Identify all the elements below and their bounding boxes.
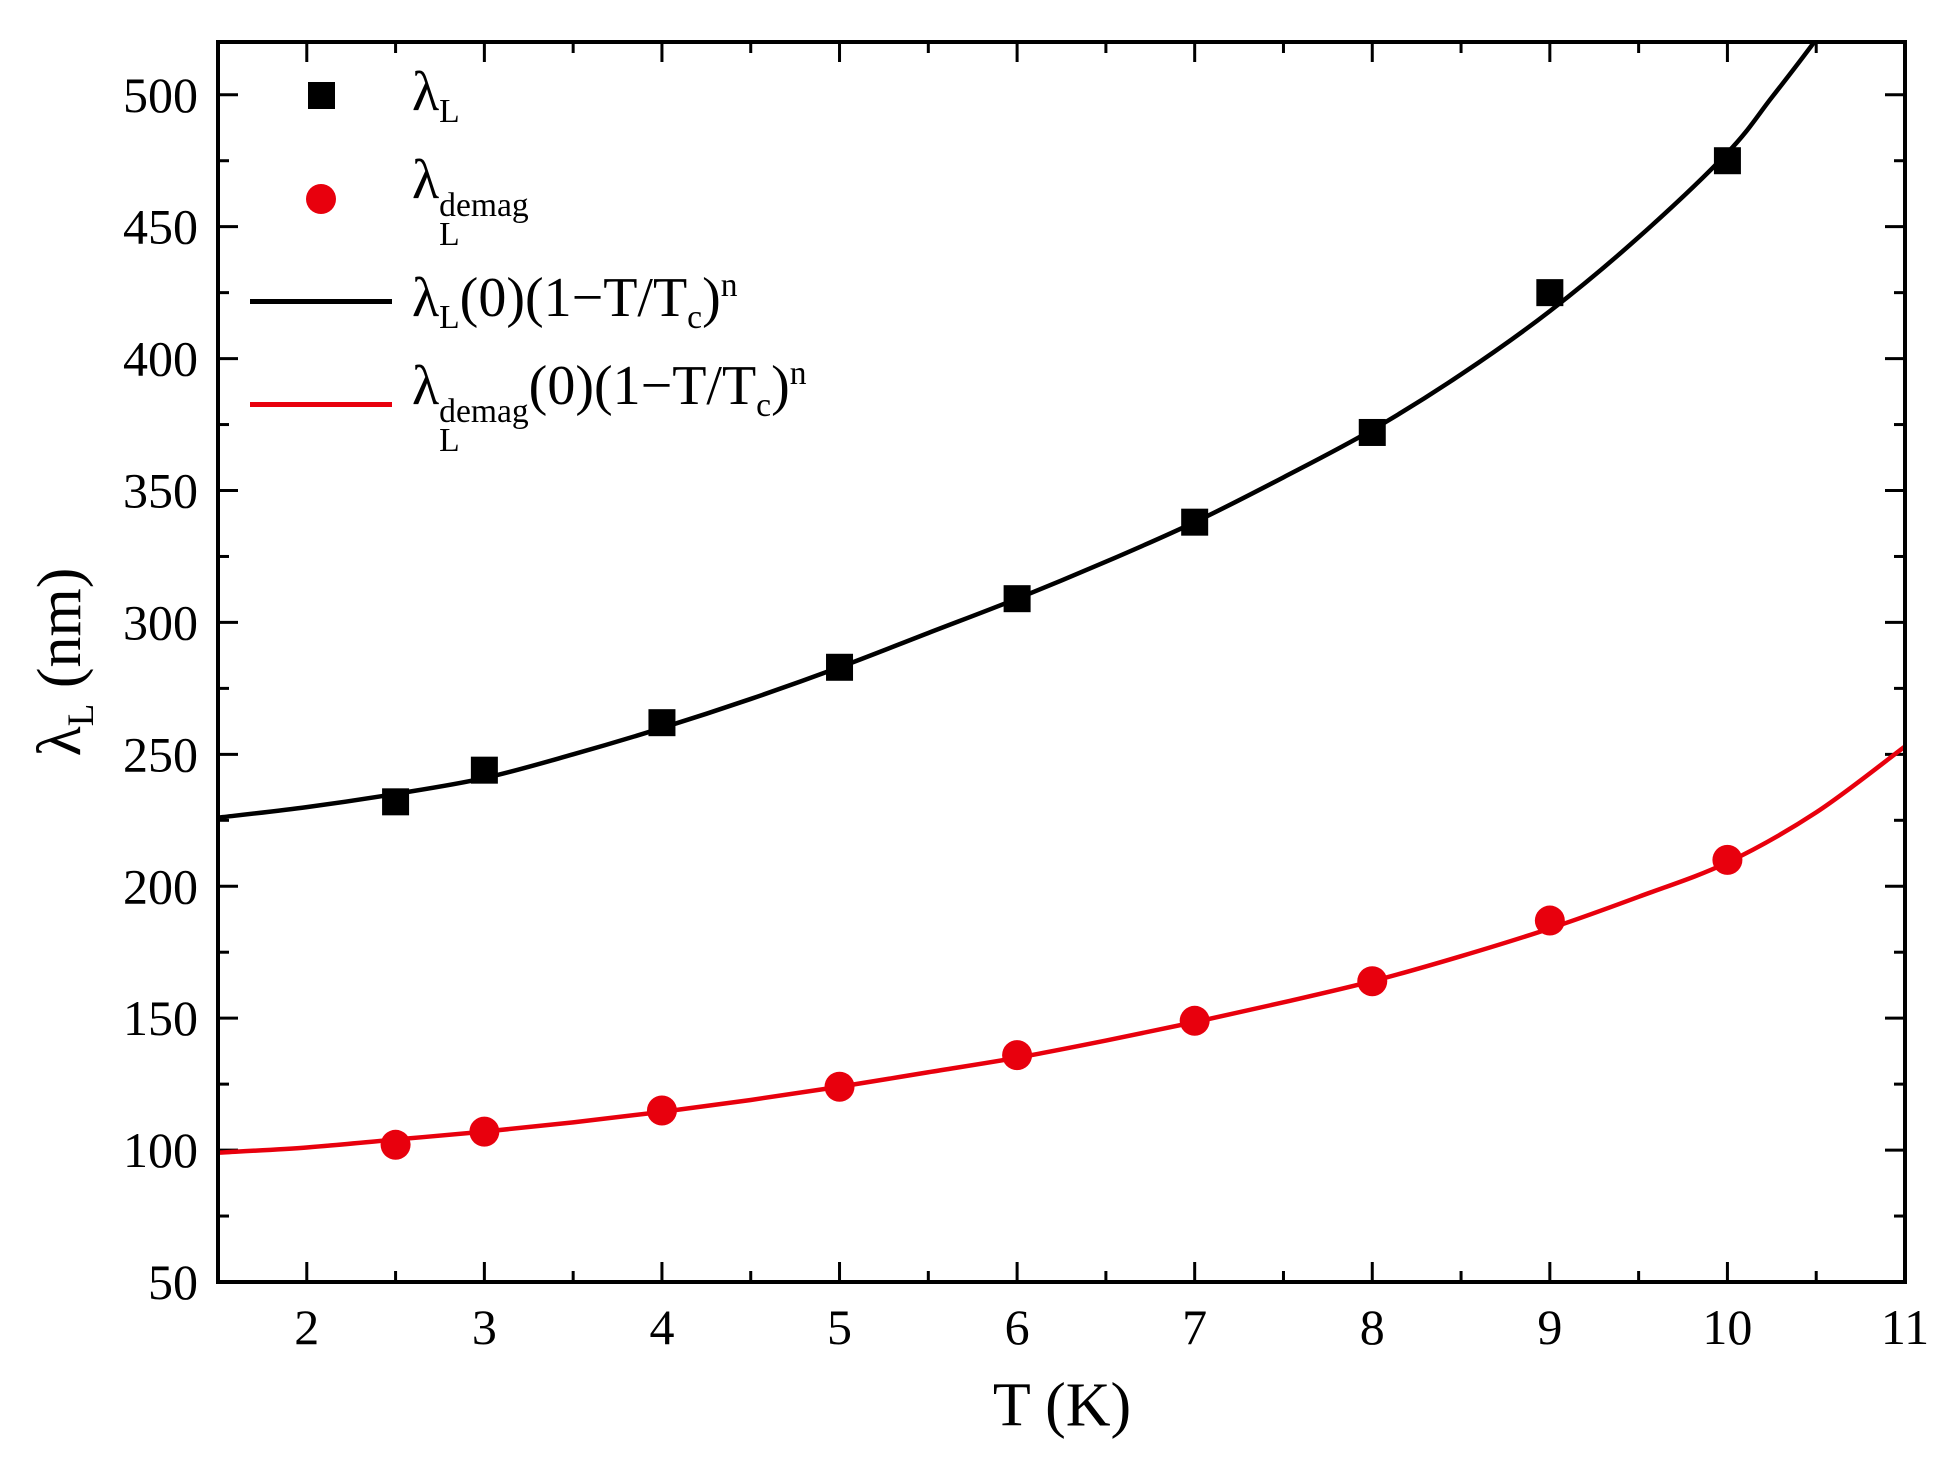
data-point-square (648, 709, 676, 737)
legend-label-formula-close: ) (771, 354, 790, 417)
legend-label-sub: L (439, 92, 460, 130)
y-axis-label-lambda: λ (25, 726, 94, 757)
y-axis-label: λL (nm) (25, 568, 103, 757)
x-axis-label: T (K) (992, 1371, 1132, 1440)
y-tick-label: 150 (123, 990, 198, 1046)
red-line-sample-icon (250, 402, 392, 407)
legend-item-fit-red: λ demag L (0)(1−T/Tc)n (246, 353, 807, 459)
x-tick-label: 3 (472, 1299, 497, 1355)
y-axis-label-unit: (nm) (25, 567, 94, 704)
legend-label-exponent: n (720, 266, 738, 304)
data-point-circle (1002, 1040, 1033, 1071)
y-tick-label: 400 (123, 331, 198, 387)
legend-label-lambda: λ (412, 354, 440, 417)
legend-label-lambda: λ (412, 267, 440, 330)
x-tick-label: 9 (1537, 1299, 1562, 1355)
red-circle-marker-icon (306, 183, 336, 214)
black-square-marker-icon (307, 82, 335, 109)
legend-item-lambda-demag-data: λ demag L (246, 147, 807, 253)
data-point-square (1358, 418, 1386, 446)
legend-label: λ demag L (0)(1−T/Tc)n (412, 354, 807, 459)
legend-label-sub: L (439, 298, 460, 336)
data-point-square (826, 653, 854, 681)
legend-label: λ demag L (412, 148, 529, 253)
data-point-circle (1712, 844, 1743, 875)
fit-curve (218, 42, 1818, 820)
legend-label-sub: L (439, 421, 460, 459)
legend-label-exponent: n (789, 354, 807, 392)
x-tick-label: 5 (827, 1299, 852, 1355)
legend: λL λ demag L λL(0)(1−T/Tc)n λ demag L (0)(1−T… (246, 44, 807, 459)
x-tick-label: 4 (649, 1299, 674, 1355)
legend-symbol-cell (246, 299, 396, 304)
y-tick-label: 500 (123, 67, 198, 123)
black-line-sample-icon (250, 299, 392, 304)
legend-label-lambda: λ (412, 61, 440, 124)
legend-label: λL (412, 60, 460, 131)
x-tick-label: 8 (1360, 1299, 1385, 1355)
data-point-square (1536, 279, 1564, 307)
data-point-circle (1179, 1005, 1210, 1036)
y-tick-label: 100 (123, 1122, 198, 1178)
x-tick-label: 6 (1005, 1299, 1030, 1355)
legend-label-formula: (0)(1−T/T (528, 354, 757, 417)
legend-label-subsup: demag L (439, 187, 529, 253)
x-tick-label: 7 (1182, 1299, 1207, 1355)
legend-label-sub: L (439, 215, 460, 253)
y-tick-label: 300 (123, 594, 198, 650)
x-tick-label: 2 (294, 1299, 319, 1355)
legend-label-formula-sub: c (687, 298, 703, 336)
legend-label-formula-sub: c (756, 386, 772, 424)
data-point-square (1713, 147, 1741, 175)
legend-label: λL(0)(1−T/Tc)n (412, 266, 738, 337)
legend-symbol-cell (246, 82, 396, 109)
data-point-square (1003, 585, 1031, 613)
data-point-square (1181, 508, 1209, 536)
data-point-circle (469, 1116, 500, 1147)
data-point-circle (1534, 905, 1565, 936)
legend-symbol-cell (246, 183, 396, 214)
data-point-square (382, 788, 410, 816)
fit-curve (218, 744, 1905, 1155)
legend-label-formula-close: ) (702, 267, 721, 330)
legend-label-lambda: λ (412, 148, 440, 211)
plot-frame (216, 40, 1907, 1284)
legend-label-formula: (0)(1−T/T (459, 267, 688, 330)
legend-label-sup: demag (439, 187, 529, 225)
data-point-circle (1357, 966, 1388, 997)
data-point-circle (646, 1095, 677, 1126)
legend-label-sup: demag (439, 393, 529, 431)
y-tick-label: 200 (123, 858, 198, 914)
data-point-circle (380, 1129, 411, 1160)
legend-symbol-cell (246, 402, 396, 407)
y-tick-label: 250 (123, 726, 198, 782)
legend-label-subsup: demag L (439, 393, 529, 459)
y-tick-label: 350 (123, 463, 198, 519)
legend-item-fit-black: λL(0)(1−T/Tc)n (246, 250, 807, 353)
y-tick-label: 450 (123, 199, 198, 255)
data-point-circle (824, 1071, 855, 1102)
axes-group: 2 3 4 5 6 7 8 9 10 11 50 100 150 200 250 300 350 400 450 50… (123, 42, 1929, 1355)
x-tick-label: 10 (1702, 1299, 1752, 1355)
y-tick-label: 50 (148, 1254, 198, 1310)
series-group (218, 42, 1905, 1160)
x-tick-label: 11 (1881, 1299, 1929, 1355)
data-point-square (470, 756, 498, 784)
legend-item-lambda-data: λL (246, 44, 807, 147)
y-axis-label-sub: L (61, 703, 103, 727)
